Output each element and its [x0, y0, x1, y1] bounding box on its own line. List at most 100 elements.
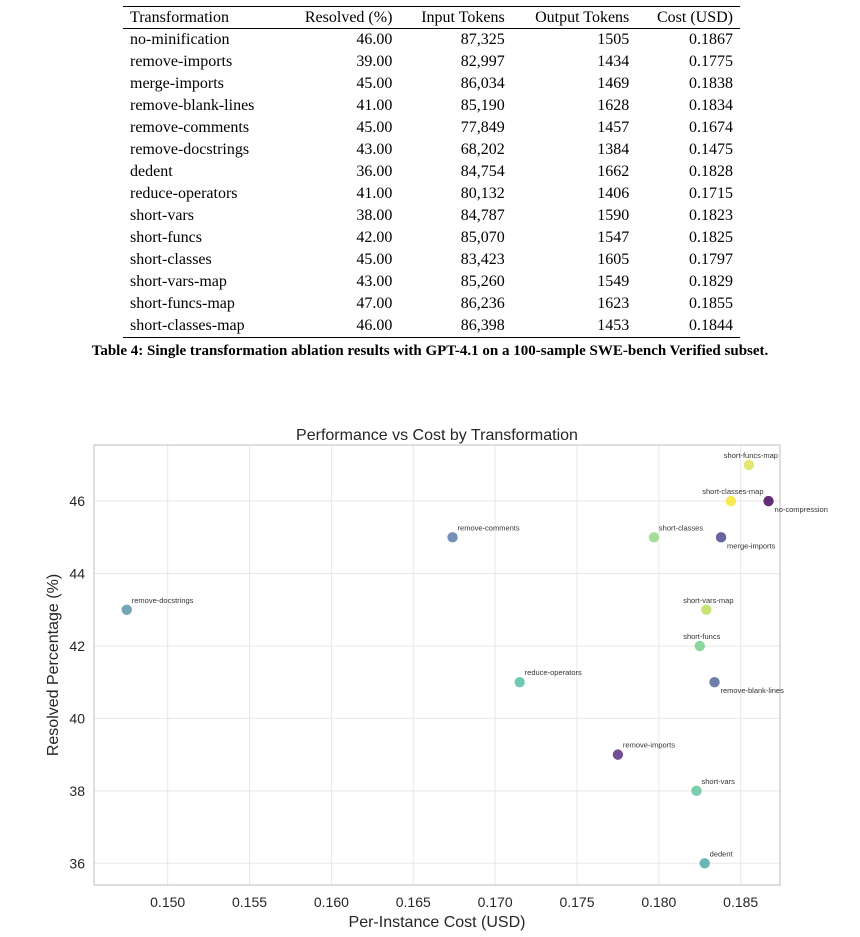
- cell-resolved: 41.00: [356, 97, 393, 114]
- cell-resolved: 43.00: [356, 141, 393, 158]
- cell-input-tokens: 85,070: [460, 229, 505, 246]
- x-tick-label: 0.185: [723, 894, 758, 910]
- cell-cost: 0.1823: [689, 207, 733, 224]
- table-row: short-funcs-map 47.00 86,236 1623 0.1855: [123, 293, 740, 315]
- cell-input-tokens: 86,236: [460, 295, 505, 312]
- cell-cost: 0.1838: [689, 75, 733, 92]
- cell-transformation: no-minification: [130, 31, 230, 48]
- data-point: [612, 749, 624, 760]
- data-point: [514, 677, 525, 688]
- cell-transformation: short-funcs-map: [130, 295, 235, 312]
- point-label: reduce-operators: [525, 668, 582, 677]
- cell-transformation: short-classes: [130, 251, 212, 268]
- col-transformation: Transformation: [123, 6, 283, 29]
- table-row: reduce-operators 41.00 80,132 1406 0.1715: [123, 183, 740, 205]
- cell-resolved: 41.00: [356, 185, 393, 202]
- cell-input-tokens: 84,787: [460, 207, 505, 224]
- cell-resolved: 46.00: [356, 31, 393, 48]
- cell-input-tokens: 82,997: [460, 53, 505, 70]
- cell-input-tokens: 84,754: [460, 163, 505, 180]
- table-row: remove-comments 45.00 77,849 1457 0.1674: [123, 117, 740, 139]
- cell-output-tokens: 1628: [597, 97, 630, 114]
- cell-resolved: 45.00: [356, 75, 393, 92]
- cell-output-tokens: 1457: [597, 119, 630, 136]
- data-point: [763, 495, 774, 507]
- chart-title: Performance vs Cost by Transformation: [296, 427, 578, 444]
- cell-output-tokens: 1605: [597, 251, 630, 268]
- cell-transformation: remove-blank-lines: [130, 97, 255, 114]
- cell-cost: 0.1828: [689, 163, 733, 180]
- y-tick-label: 46: [69, 493, 85, 509]
- cell-output-tokens: 1590: [597, 207, 630, 224]
- table-row: short-vars-map 43.00 85,260 1549 0.1829: [123, 271, 740, 293]
- point-label: short-classes-map: [702, 487, 763, 496]
- table-row: remove-imports 39.00 82,997 1434 0.1775: [123, 51, 740, 73]
- data-point: [725, 495, 737, 507]
- table-body: no-minification 46.00 87,325 1505 0.1867 remo…: [123, 29, 740, 338]
- point-label: short-funcs-map: [724, 451, 778, 460]
- cell-transformation: short-vars: [130, 207, 194, 224]
- data-point: [648, 532, 660, 543]
- table-row: merge-imports 45.00 86,034 1469 0.1838: [123, 73, 740, 95]
- col-cost: Cost (USD): [636, 6, 740, 29]
- cell-transformation: remove-docstrings: [130, 141, 250, 158]
- cell-output-tokens: 1384: [597, 141, 630, 158]
- y-axis-label: Resolved Percentage (%): [45, 574, 62, 756]
- table-row: remove-docstrings 43.00 68,202 1384 0.1475: [123, 139, 740, 161]
- cell-output-tokens: 1549: [597, 273, 630, 290]
- cell-resolved: 45.00: [356, 251, 393, 268]
- y-tick-label: 36: [69, 855, 85, 871]
- cell-cost: 0.1825: [689, 229, 733, 246]
- cell-cost: 0.1775: [689, 53, 733, 70]
- point-label: short-vars: [702, 777, 736, 786]
- cell-input-tokens: 80,132: [460, 185, 505, 202]
- cell-transformation: reduce-operators: [130, 185, 238, 202]
- cell-resolved: 43.00: [356, 273, 393, 290]
- data-point: [121, 604, 132, 615]
- cell-cost: 0.1844: [636, 315, 740, 338]
- cell-output-tokens: 1469: [597, 75, 630, 92]
- cell-output-tokens: 1453: [511, 315, 637, 338]
- data-point: [709, 677, 720, 688]
- cell-output-tokens: 1547: [597, 229, 630, 246]
- point-label: merge-imports: [727, 541, 776, 550]
- point-label: remove-imports: [623, 741, 675, 750]
- col-output-tokens: Output Tokens: [511, 6, 637, 29]
- x-tick-label: 0.180: [641, 894, 676, 910]
- cell-resolved: 42.00: [356, 229, 393, 246]
- table-row: short-classes-map 46.00 86,398 1453 0.1844: [123, 315, 740, 338]
- cell-cost: 0.1674: [689, 119, 733, 136]
- y-tick-label: 38: [69, 783, 85, 799]
- data-point: [699, 858, 710, 869]
- cell-cost: 0.1834: [689, 97, 733, 114]
- cell-resolved: 38.00: [356, 207, 393, 224]
- cell-resolved: 46.00: [282, 315, 400, 338]
- cell-cost: 0.1855: [689, 295, 733, 312]
- x-tick-label: 0.175: [559, 894, 594, 910]
- cell-resolved: 45.00: [356, 119, 393, 136]
- cell-transformation: remove-imports: [130, 53, 233, 70]
- col-input-tokens: Input Tokens: [399, 6, 512, 29]
- results-table: Transformation Resolved (%) Input Tokens…: [123, 6, 740, 338]
- y-axis-ticks: 36 38 40 42 44 46: [69, 493, 85, 871]
- cell-output-tokens: 1623: [597, 295, 630, 312]
- cell-transformation: dedent: [130, 163, 173, 180]
- y-tick-label: 42: [69, 638, 85, 654]
- x-tick-label: 0.170: [478, 894, 513, 910]
- point-label: remove-docstrings: [132, 596, 194, 605]
- table-row: no-minification 46.00 87,325 1505 0.1867: [123, 29, 740, 52]
- cell-cost: 0.1715: [689, 185, 733, 202]
- cell-output-tokens: 1505: [597, 31, 630, 48]
- x-axis-ticks: 0.150 0.155 0.160 0.165 0.170 0.175 0.180 0.185: [150, 894, 758, 910]
- cell-cost: 0.1797: [689, 251, 733, 268]
- cell-transformation: merge-imports: [130, 75, 224, 92]
- data-point: [743, 459, 755, 471]
- point-label: remove-comments: [458, 523, 520, 532]
- cell-input-tokens: 87,325: [460, 31, 505, 48]
- table-row: short-funcs 42.00 85,070 1547 0.1825: [123, 227, 740, 249]
- point-label: no-compression: [775, 505, 828, 514]
- x-tick-label: 0.160: [314, 894, 349, 910]
- y-tick-label: 44: [69, 566, 85, 582]
- table-row: remove-blank-lines 41.00 85,190 1628 0.1834: [123, 95, 740, 117]
- data-point: [715, 532, 727, 543]
